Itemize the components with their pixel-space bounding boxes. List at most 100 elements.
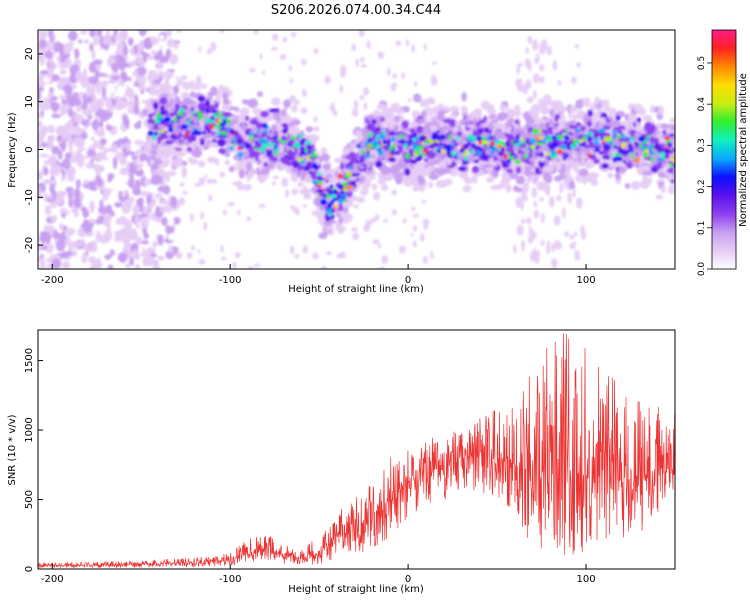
spectrogram-cell	[355, 58, 360, 67]
spectrogram-cell	[657, 161, 663, 167]
spectrogram-cell	[601, 163, 610, 169]
spectrogram-cell	[55, 232, 62, 240]
spectrogram-cell	[196, 127, 203, 131]
spectrogram-cell	[462, 185, 472, 193]
spectrogram-cell	[239, 107, 250, 116]
spectrogram-cell	[441, 168, 447, 176]
spectrogram-cell	[234, 251, 241, 259]
spectrogram-cell	[247, 137, 253, 143]
spectrogram-cell	[52, 189, 57, 200]
spectrogram-cell	[371, 183, 377, 191]
spectrogram-cell	[341, 181, 348, 187]
spectrogram-cell	[47, 30, 54, 37]
spectrogram-cell	[97, 177, 104, 187]
spectrogram-cell	[568, 180, 575, 189]
spectrogram-cell	[221, 155, 226, 163]
spectrogram-cell	[313, 126, 320, 132]
spectrogram-cell	[127, 88, 135, 100]
spectrogram-cell	[426, 165, 435, 172]
spectrogram-cell	[397, 149, 403, 154]
spectrogram-cell	[38, 170, 43, 181]
spectrogram-cell	[179, 182, 185, 187]
spectrogram-cell	[305, 140, 312, 146]
spectrogram-cell	[210, 179, 218, 184]
spectrogram-cell	[466, 118, 472, 124]
spectrogram-cell	[539, 132, 545, 138]
spectrogram-cell	[340, 251, 345, 259]
spectrogram-cell	[467, 134, 474, 140]
spectrogram-cell	[497, 183, 505, 190]
spectrogram-cell	[391, 208, 397, 216]
spectrogram-cell	[429, 124, 438, 133]
spectrogram-cell	[211, 138, 218, 143]
spectrogram-cell	[607, 141, 614, 145]
spectrogram-cell	[246, 177, 251, 182]
spectrogram-cell	[648, 146, 653, 151]
spectrogram-cell	[538, 160, 546, 167]
spectrogram-cell	[393, 153, 401, 160]
spectrogram-cell	[182, 190, 188, 195]
spectrogram-image	[38, 30, 675, 269]
spectrogram-cell	[322, 163, 331, 171]
spectrogram-cell	[370, 217, 376, 224]
spectrogram-cell	[583, 144, 591, 149]
spectrogram-cell	[473, 108, 483, 118]
spectrogram-cell	[431, 158, 440, 165]
spectrogram-cell	[267, 143, 271, 148]
spectrogram-cell	[123, 198, 133, 210]
spectrogram-cell	[210, 42, 217, 51]
spectrogram-cell	[436, 152, 444, 160]
spectrogram-cell	[124, 80, 135, 86]
spectrogram-cell	[411, 144, 419, 148]
spectrogram-cell	[396, 144, 404, 149]
spectrogram-cell	[539, 197, 544, 202]
spectrogram-cell	[586, 120, 593, 128]
spectrogram-cell	[402, 187, 409, 193]
spectrogram-cell	[487, 123, 494, 130]
spectrogram-cell	[206, 156, 218, 164]
spectrogram-cell	[152, 168, 162, 175]
spectrogram-cell	[67, 189, 73, 200]
spectrogram-cell	[272, 150, 277, 154]
spectrogram-cell	[116, 85, 126, 98]
spectrogram-cell	[110, 62, 120, 72]
spectrogram-cell	[86, 96, 93, 103]
spectrogram-cell	[318, 191, 325, 197]
spectrogram-cell	[521, 143, 527, 148]
spectrogram-cell	[433, 105, 440, 111]
spectrogram-cell	[409, 121, 418, 128]
spectrogram-cell	[421, 199, 426, 204]
spectrogram-cell	[586, 136, 593, 142]
spectrogram-cell	[88, 76, 99, 85]
spectrogram-cell	[222, 92, 229, 102]
spectrogram-cell	[583, 157, 589, 163]
spectrogram-cell	[658, 131, 663, 138]
spectrogram-cell	[114, 207, 119, 216]
spectrogram-cell	[338, 204, 344, 213]
spectrogram-cell	[43, 167, 49, 176]
spectrogram-cell	[399, 252, 406, 262]
spectrogram-cell	[641, 164, 650, 172]
spectrogram-cell	[623, 137, 631, 142]
spectrogram-cell	[527, 235, 534, 244]
spectrogram-cell	[104, 254, 111, 261]
spectrogram-cell	[574, 253, 581, 261]
spectrogram-cell	[552, 259, 557, 269]
spectrogram-cell	[599, 117, 606, 124]
spectrogram-cell	[180, 75, 188, 81]
spectrogram-cell	[152, 162, 159, 170]
spectrogram-cell	[660, 185, 666, 194]
spectrogram-cell	[285, 145, 291, 151]
spectrogram-cell	[92, 59, 103, 65]
spectrogram-cell	[48, 159, 54, 166]
spectrogram-cell	[537, 98, 545, 107]
spectrogram-cell	[300, 58, 307, 66]
spectrogram-cell	[300, 107, 308, 115]
spectrogram-cell	[655, 194, 664, 200]
spectrogram-cell	[630, 181, 641, 190]
spectrogram-cell	[388, 153, 393, 157]
spectrogram-cell	[401, 127, 410, 132]
spectrogram-cell	[139, 61, 146, 68]
spectrogram-cell	[471, 175, 478, 184]
spectrogram-cell	[152, 125, 158, 131]
